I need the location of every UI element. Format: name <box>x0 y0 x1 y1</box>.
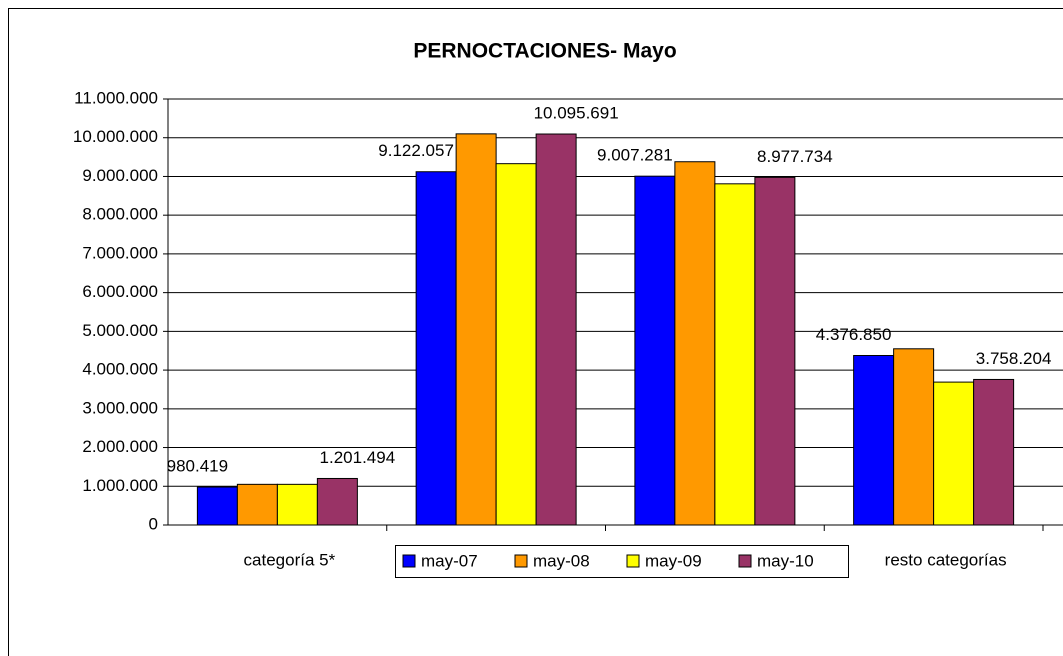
y-tick-label: 4.000.000 <box>82 360 158 379</box>
bar <box>535 133 577 526</box>
bar <box>276 483 318 526</box>
bar <box>853 354 895 526</box>
y-tick-label: 3.000.000 <box>82 398 158 417</box>
bar <box>236 483 278 526</box>
y-tick-label: 8.000.000 <box>82 205 158 224</box>
bar <box>455 133 497 526</box>
y-tick-label: 6.000.000 <box>82 282 158 301</box>
data-label: 9.122.057 <box>378 141 454 160</box>
legend-label: may-08 <box>533 551 590 570</box>
bar <box>316 477 358 526</box>
legend-box <box>395 545 849 578</box>
legend-swatch <box>514 554 528 568</box>
legend-label: may-10 <box>757 551 814 570</box>
chart-title: PERNOCTACIONES- Mayo <box>413 40 676 63</box>
bar <box>893 348 935 526</box>
bar <box>754 176 796 526</box>
y-tick-label: 9.000.000 <box>82 166 158 185</box>
bar <box>415 171 457 526</box>
legend-swatch <box>626 554 640 568</box>
bar <box>714 183 756 526</box>
y-tick-label: 11.000.000 <box>74 88 158 107</box>
y-tick-label: 7.000.000 <box>82 243 158 262</box>
bar <box>933 381 975 526</box>
bar <box>973 378 1015 526</box>
y-tick-label: 2.000.000 <box>82 437 158 456</box>
bar <box>674 161 716 526</box>
legend-swatch <box>402 554 416 568</box>
data-label: 10.095.691 <box>534 104 619 123</box>
bar <box>495 163 537 526</box>
y-tick-label: 10.000.000 <box>73 127 158 146</box>
legend-label: may-07 <box>421 551 478 570</box>
data-label: 4.376.850 <box>816 325 892 344</box>
legend-label: may-09 <box>645 551 702 570</box>
bar <box>634 175 676 526</box>
data-label: 9.007.281 <box>597 146 673 165</box>
x-tick-label: resto categorías <box>885 550 1007 569</box>
data-label: 980.419 <box>167 457 228 476</box>
legend-swatch <box>738 554 752 568</box>
y-tick-label: 5.000.000 <box>82 321 158 340</box>
data-label: 3.758.204 <box>976 349 1052 368</box>
x-tick-label: categoría 5* <box>244 550 336 569</box>
data-label: 8.977.734 <box>757 147 833 166</box>
y-tick-label: 0 <box>149 514 158 533</box>
bar <box>196 486 238 526</box>
data-label: 1.201.494 <box>320 448 396 467</box>
y-tick-label: 1.000.000 <box>82 476 158 495</box>
